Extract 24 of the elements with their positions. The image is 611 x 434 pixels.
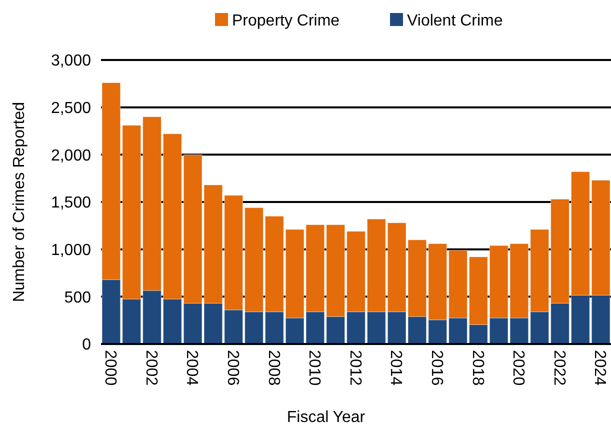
x-tick-label: 2006 [224, 350, 241, 386]
y-tick-label: 2,000 [50, 147, 92, 164]
x-tick-label: 2000 [102, 350, 119, 386]
x-tick-label: 2024 [591, 350, 608, 386]
x-axis-title: Fiscal Year [286, 409, 366, 426]
legend-label: Violent Crime [407, 12, 503, 30]
y-tick-label: 2,500 [50, 100, 92, 117]
x-tick-label: 2010 [306, 350, 323, 386]
y-axis-title: Number of Crimes Reported [11, 102, 28, 302]
x-tick-label: 2022 [550, 350, 568, 386]
y-tick-label: 500 [64, 289, 92, 306]
x-tick-label: 2016 [428, 350, 445, 386]
x-tick-label: 2014 [387, 350, 404, 386]
y-tick-label: 3,000 [50, 52, 92, 70]
y-tick-label: 0 [82, 336, 92, 354]
x-tick-label: 2004 [183, 350, 200, 386]
x-tick-label: 2002 [142, 350, 160, 386]
x-tick-label: 2012 [346, 350, 364, 386]
x-tick-label: 2018 [468, 350, 486, 386]
y-tick-label: 1,500 [50, 194, 92, 212]
legend-label: Property Crime [232, 12, 340, 30]
y-tick-label: 1,000 [50, 242, 92, 259]
x-tick-label: 2020 [510, 350, 527, 386]
x-tick-label: 2008 [264, 350, 282, 386]
